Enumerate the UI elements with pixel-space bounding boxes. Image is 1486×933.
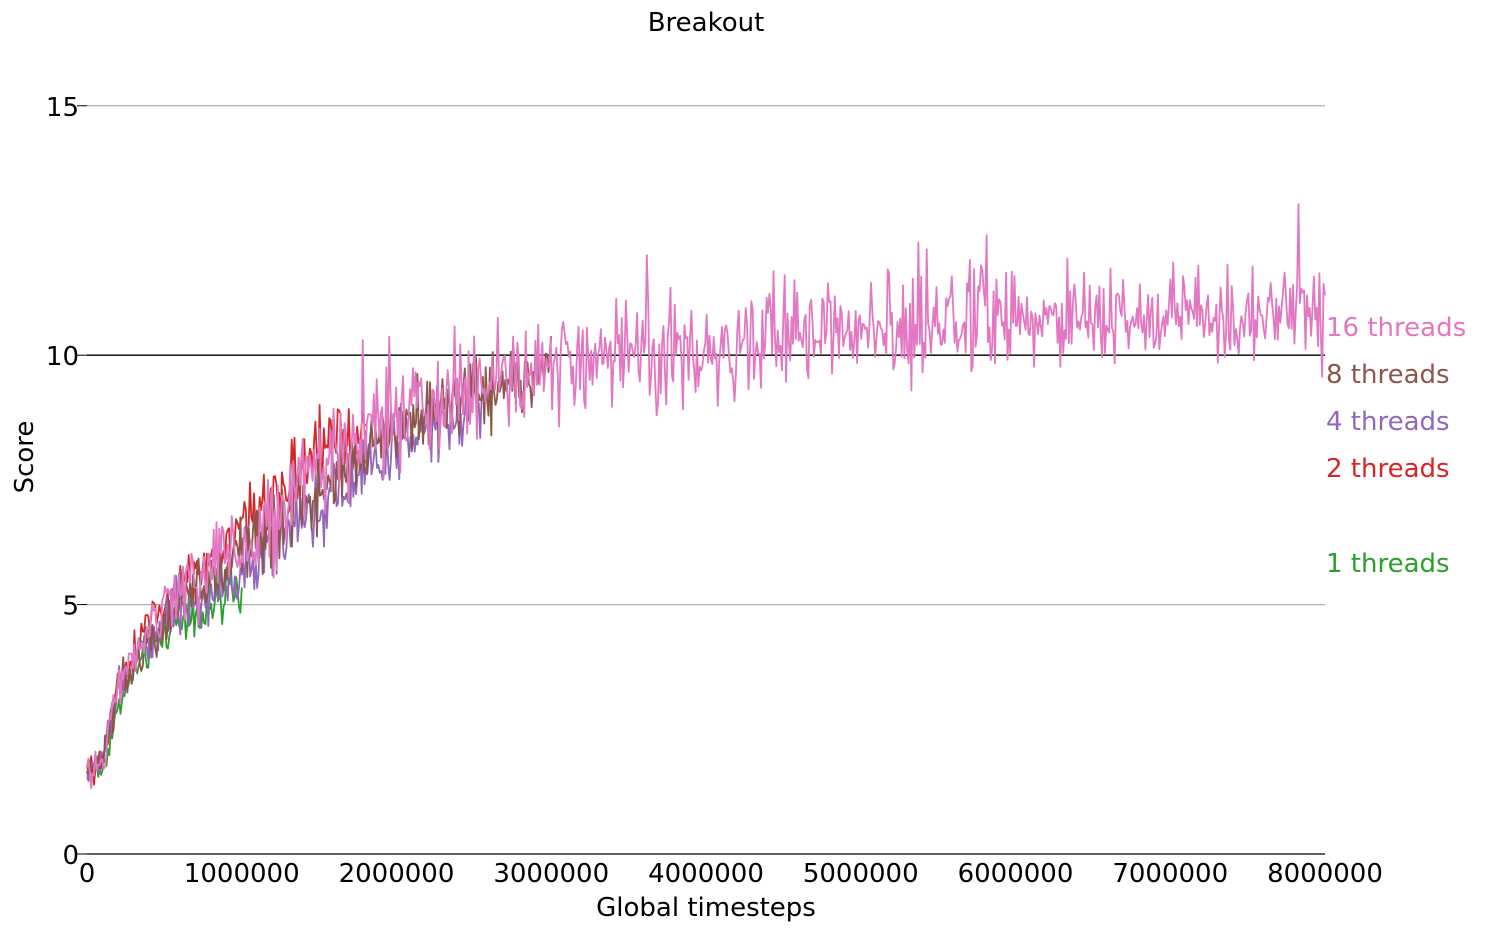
- y-tick-label: 5: [62, 592, 79, 622]
- series-lines: [86, 203, 1326, 790]
- x-tick-label: 1000000: [184, 859, 300, 889]
- x-tick-label: 6000000: [958, 859, 1074, 889]
- x-tick-label: 0: [79, 859, 96, 889]
- axes: 0 5 10 15 0 1000000 2000000 3000000 4000000 50000…: [46, 93, 1383, 889]
- legend-label: 4 threads: [1326, 407, 1450, 437]
- y-axis-label: Score: [10, 421, 40, 494]
- legend: 1 threads 2 threads 4 threads 8 threads 16 t…: [1326, 313, 1466, 579]
- legend-label: 2 threads: [1326, 454, 1450, 484]
- series-line-16-threads: [86, 203, 1326, 790]
- y-tick-label: 15: [46, 93, 79, 123]
- series-line-4-threads: [86, 384, 483, 782]
- x-tick-label: 4000000: [648, 859, 764, 889]
- legend-label: 16 threads: [1326, 313, 1466, 343]
- x-tick-label: 8000000: [1267, 859, 1383, 889]
- y-tick-label: 10: [46, 342, 79, 372]
- gridlines: [87, 105, 1325, 606]
- series-line-2-threads: [86, 404, 367, 786]
- x-tick-label: 2000000: [339, 859, 455, 889]
- x-tick-label: 5000000: [803, 859, 919, 889]
- legend-label: 8 threads: [1326, 360, 1450, 390]
- x-tick-label: 7000000: [1112, 859, 1228, 889]
- x-tick-label: 3000000: [493, 859, 609, 889]
- legend-label: 1 threads: [1326, 549, 1450, 579]
- y-tick-label: 0: [62, 841, 79, 871]
- x-axis-label: Global timesteps: [596, 893, 816, 923]
- chart-title: Breakout: [648, 8, 765, 38]
